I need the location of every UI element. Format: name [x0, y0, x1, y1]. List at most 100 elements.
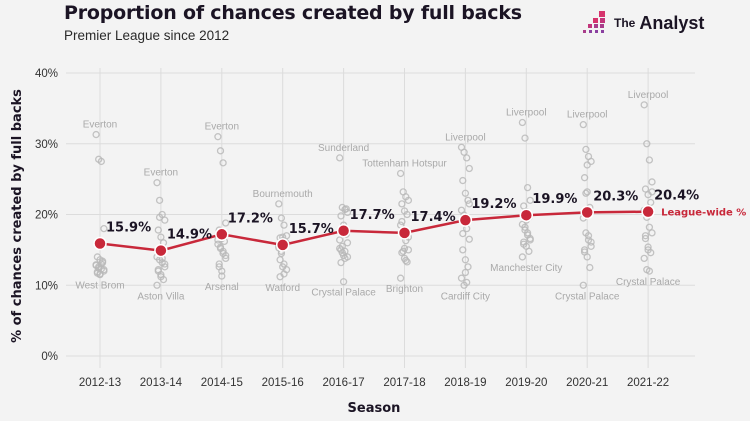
team-label-min: West Brom [75, 281, 124, 292]
team-point [643, 140, 651, 148]
team-point [461, 256, 470, 264]
team-point [403, 210, 411, 219]
x-tick-label: 2016-17 [322, 377, 364, 389]
team-point [584, 232, 593, 240]
series-point [397, 226, 412, 240]
team-point [518, 253, 527, 261]
team-point [644, 243, 652, 251]
data-label: 19.9% [532, 192, 577, 207]
team-point [465, 200, 473, 208]
x-tick-label: 2018-19 [444, 377, 486, 389]
data-label: 17.2% [228, 211, 273, 226]
x-axis-ticks: 2012-13 2013-14 2014-15 2015-16 2016-17 2017-… [79, 377, 669, 389]
team-point [526, 236, 534, 244]
x-axis-title: Season [348, 401, 401, 416]
team-point [161, 263, 169, 271]
team-point [580, 174, 589, 182]
team-point [155, 196, 164, 205]
team-point [222, 254, 230, 263]
data-label: 20.3% [593, 189, 638, 204]
y-axis-ticks: 0% 10% 20% 30% 40% [35, 68, 58, 363]
team-point [219, 159, 227, 167]
team-point [153, 281, 161, 289]
x-tick-label: 2019-20 [505, 377, 547, 389]
data-label: 15.9% [106, 221, 151, 236]
team-label-max: Bournemouth [253, 189, 313, 200]
y-tick-label: 30% [35, 139, 58, 151]
team-point [461, 189, 470, 197]
team-point [153, 179, 161, 187]
data-label: 17.4% [411, 210, 456, 225]
team-point [337, 246, 345, 254]
team-point [464, 263, 472, 271]
team-point [464, 196, 472, 205]
team-point [583, 188, 591, 196]
team-point [342, 205, 350, 213]
team-point [339, 278, 348, 286]
team-point [465, 164, 473, 173]
x-tick-label: 2020-21 [566, 377, 608, 389]
chart-title: Proportion of chances created by full ba… [64, 2, 522, 24]
x-tick-label: 2013-14 [140, 377, 183, 389]
team-label-min: Arsenal [205, 282, 239, 293]
team-point [96, 270, 104, 278]
team-point [461, 268, 470, 277]
team-point [640, 254, 648, 263]
team-point [398, 217, 406, 226]
team-label-min: Manchester City [490, 263, 562, 274]
team-point [97, 260, 105, 268]
team-label-min: Aston Villa [137, 291, 185, 302]
team-label-min: Crystal Palace [311, 288, 376, 299]
team-point [339, 251, 348, 260]
team-point [214, 133, 222, 141]
team-point [92, 130, 100, 139]
team-point [520, 240, 528, 248]
team-point [521, 134, 529, 142]
series-point [154, 243, 168, 258]
data-label: 15.7% [289, 222, 334, 237]
team-point [647, 198, 655, 207]
x-tick-label: 2021-22 [627, 377, 669, 389]
team-point [459, 176, 467, 185]
team-point [343, 208, 352, 217]
team-point [465, 235, 473, 243]
analyst-logo-icon [583, 11, 605, 33]
x-tick-label: 2017-18 [383, 377, 425, 389]
team-point [648, 188, 656, 196]
team-labels: Everton West Brom Everton Aston Villa Everto… [75, 90, 680, 302]
team-point [277, 214, 286, 222]
team-point [641, 185, 650, 193]
series-point [641, 204, 655, 219]
series-point [275, 238, 290, 252]
team-point [97, 157, 105, 166]
team-point [580, 246, 589, 254]
team-point [523, 183, 532, 192]
team-point [400, 244, 409, 253]
team-point [396, 169, 405, 178]
team-point [521, 223, 529, 231]
team-point [343, 239, 352, 247]
team-point [275, 200, 283, 208]
team-point [641, 234, 650, 243]
team-point [457, 274, 466, 282]
team-point [155, 213, 164, 221]
team-point [582, 189, 590, 197]
team-point [398, 200, 406, 208]
team-point [463, 278, 471, 287]
team-label-max: Everton [205, 122, 239, 133]
data-label: 19.2% [471, 197, 516, 212]
team-point [460, 148, 468, 156]
series-point [215, 227, 229, 242]
brand-name: Analyst [639, 12, 705, 33]
x-tick-label: 2014-15 [201, 377, 243, 389]
brand-logo: The Analyst [580, 10, 704, 36]
team-point [579, 281, 587, 289]
team-label-max: Liverpool [628, 90, 669, 101]
team-point [280, 270, 288, 278]
x-tick-label: 2015-16 [262, 377, 304, 389]
team-label-max: Liverpool [567, 110, 608, 121]
team-point [337, 258, 345, 267]
team-point [161, 260, 169, 268]
y-tick-label: 40% [35, 68, 58, 80]
